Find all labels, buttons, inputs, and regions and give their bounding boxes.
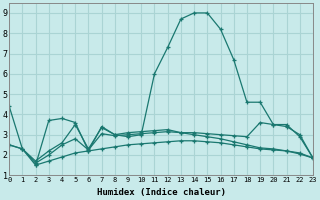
X-axis label: Humidex (Indice chaleur): Humidex (Indice chaleur) (97, 188, 226, 197)
